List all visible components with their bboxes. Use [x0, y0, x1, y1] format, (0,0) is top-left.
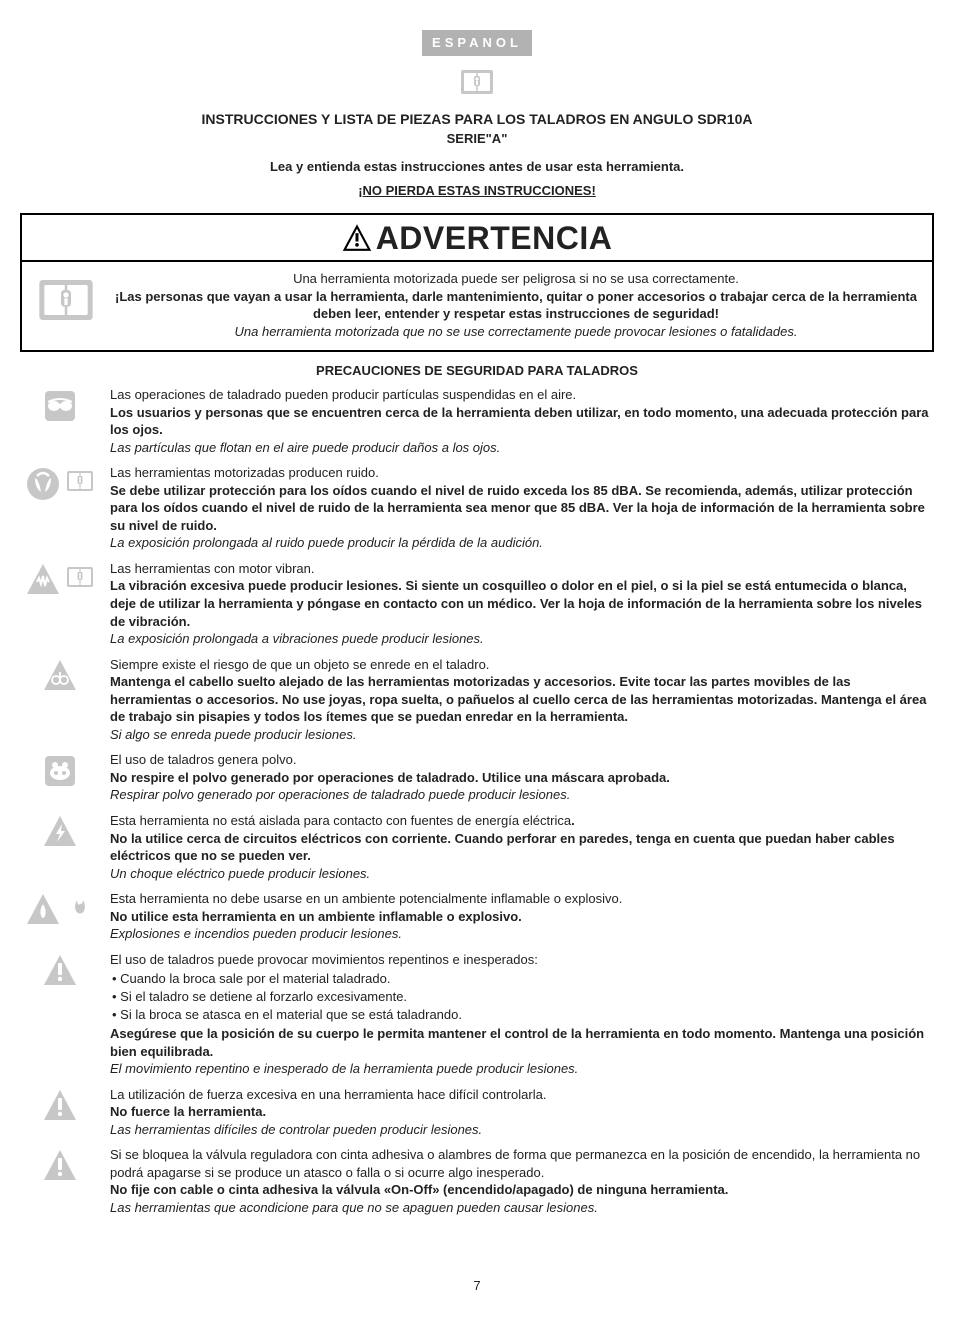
- hazard-row: El uso de taladros genera polvo.No respi…: [20, 751, 934, 804]
- hazard-bold: Mantenga el cabello suelto alejado de la…: [110, 673, 934, 726]
- hazard-italic: Las herramientas que acondicione para qu…: [110, 1199, 934, 1217]
- hazard-row: El uso de taladros puede provocar movimi…: [20, 951, 934, 1078]
- title-series: SERIE"A": [20, 130, 934, 148]
- hazard-italic: Un choque eléctrico puede producir lesio…: [110, 865, 934, 883]
- page-number: 7: [20, 1277, 934, 1295]
- hazard-bold: No fije con cable o cinta adhesiva la vá…: [110, 1181, 934, 1199]
- hazard-intro: Las operaciones de taladrado pueden prod…: [110, 386, 934, 404]
- hazard-italic: Explosiones e incendios pueden producir …: [110, 925, 934, 943]
- goggles-icon: [42, 388, 78, 424]
- hazard-row: Las operaciones de taladrado pueden prod…: [20, 386, 934, 456]
- hazard-bold: No la utilice cerca de circuitos eléctri…: [110, 830, 934, 865]
- hazard-intro: La utilización de fuerza excesiva en una…: [110, 1086, 934, 1104]
- title-keep: ¡NO PIERDA ESTAS INSTRUCCIONES!: [20, 182, 934, 200]
- hazard-italic: Las partículas que flotan en el aire pue…: [110, 439, 934, 457]
- hazard-icons: [20, 386, 100, 424]
- warning-line2: ¡Las personas que vayan a usar la herram…: [110, 288, 922, 323]
- hazard-row: Esta herramienta no está aislada para co…: [20, 812, 934, 882]
- hazard-text: La utilización de fuerza excesiva en una…: [110, 1086, 934, 1139]
- hazard-italic: La exposición prolongada al ruido puede …: [110, 534, 934, 552]
- hazard-row: Si se bloquea la válvula reguladora con …: [20, 1146, 934, 1216]
- hazard-row: La utilización de fuerza excesiva en una…: [20, 1086, 934, 1139]
- hazard-text: El uso de taladros puede provocar movimi…: [110, 951, 934, 1078]
- hazard-bold: No utilice esta herramienta en un ambien…: [110, 908, 934, 926]
- hazard-text: Esta herramienta no está aislada para co…: [110, 812, 934, 882]
- ear-manual-icon: [65, 466, 95, 496]
- warning-title-row: ADVERTENCIA: [22, 215, 932, 262]
- hazard-icons: [20, 890, 100, 928]
- fire-icon: [25, 892, 61, 928]
- hazard-bold: No fuerce la herramienta.: [110, 1103, 934, 1121]
- hazard-bold: La vibración excesiva puede producir les…: [110, 577, 934, 630]
- warning-box: ADVERTENCIA Una herramienta motorizada p…: [20, 213, 934, 352]
- hazard-italic: Las herramientas difíciles de controlar …: [110, 1121, 934, 1139]
- warning-label: ADVERTENCIA: [376, 217, 613, 260]
- hazard-text: El uso de taladros genera polvo.No respi…: [110, 751, 934, 804]
- exclaim-icon: [42, 1088, 78, 1124]
- mask-icon: [42, 753, 78, 789]
- hazard-italic: Si algo se enreda puede producir lesione…: [110, 726, 934, 744]
- hazard-icons: [20, 951, 100, 989]
- hazard-text: Si se bloquea la válvula reguladora con …: [110, 1146, 934, 1216]
- hazard-italic: El movimiento repentino e inesperado de …: [110, 1060, 934, 1078]
- hazard-intro: El uso de taladros genera polvo.: [110, 751, 934, 769]
- hazard-bullet: Cuando la broca sale por el material tal…: [112, 970, 934, 988]
- hazard-italic: La exposición prolongada a vibraciones p…: [110, 630, 934, 648]
- hazard-bold: Asegúrese que la posición de su cuerpo l…: [110, 1025, 934, 1060]
- entangle-icon: [42, 658, 78, 694]
- hazard-icons: [20, 656, 100, 694]
- hazard-italic: Respirar polvo generado por operaciones …: [110, 786, 934, 804]
- hazard-row: Las herramientas motorizadas producen ru…: [20, 464, 934, 552]
- title-read: Lea y entienda estas instrucciones antes…: [20, 158, 934, 176]
- warning-triangle-icon: [342, 224, 372, 254]
- electric-icon: [42, 814, 78, 850]
- hazard-bullet: Si la broca se atasca en el material que…: [112, 1006, 934, 1024]
- hazard-row: Las herramientas con motor vibran.La vib…: [20, 560, 934, 648]
- vibration-manual-icon: [65, 562, 95, 592]
- hazard-row: Esta herramienta no debe usarse en un am…: [20, 890, 934, 943]
- hazard-intro: El uso de taladros puede provocar movimi…: [110, 951, 934, 969]
- exclaim-icon: [42, 1148, 78, 1184]
- hazard-icons: [20, 1146, 100, 1184]
- hazard-text: Siempre existe el riesgo de que un objet…: [110, 656, 934, 744]
- vibration-manual-icon: [25, 562, 61, 598]
- hazard-icons: [20, 812, 100, 850]
- hazard-text: Las herramientas con motor vibran.La vib…: [110, 560, 934, 648]
- hazard-bullet: Si el taladro se detiene al forzarlo exc…: [112, 988, 934, 1006]
- warning-line1: Una herramienta motorizada puede ser pel…: [110, 270, 922, 288]
- hazard-bold: Se debe utilizar protección para los oíd…: [110, 482, 934, 535]
- hazard-text: Las herramientas motorizadas producen ru…: [110, 464, 934, 552]
- hazard-row: Siempre existe el riesgo de que un objet…: [20, 656, 934, 744]
- title-main: INSTRUCCIONES Y LISTA DE PIEZAS PARA LOS…: [20, 110, 934, 129]
- fire-icon: [65, 892, 95, 922]
- hazard-intro: Siempre existe el riesgo de que un objet…: [110, 656, 934, 674]
- hazard-bold: Los usuarios y personas que se encuentre…: [110, 404, 934, 439]
- hazard-icons: [20, 560, 100, 598]
- ear-manual-icon: [25, 466, 61, 502]
- manual-icon: [457, 64, 497, 100]
- hazard-bullets: Cuando la broca sale por el material tal…: [110, 970, 934, 1023]
- hazard-icons: [20, 464, 100, 502]
- hazard-intro: Las herramientas con motor vibran.: [110, 560, 934, 578]
- hazard-icons: [20, 751, 100, 789]
- hazard-bold: No respire el polvo generado por operaci…: [110, 769, 934, 787]
- exclaim-icon: [42, 953, 78, 989]
- language-badge: ESPANOL: [422, 30, 532, 56]
- warning-line3: Una herramienta motorizada que no se use…: [110, 323, 922, 341]
- manual-icon: [32, 270, 100, 330]
- hazard-intro: Esta herramienta no debe usarse en un am…: [110, 890, 934, 908]
- hazard-intro: Las herramientas motorizadas producen ru…: [110, 464, 934, 482]
- hazard-intro-suffix: .: [571, 813, 575, 828]
- hazard-intro: Esta herramienta no está aislada para co…: [110, 812, 934, 830]
- hazard-icons: [20, 1086, 100, 1124]
- hazard-intro: Si se bloquea la válvula reguladora con …: [110, 1146, 934, 1181]
- section-title: PRECAUCIONES DE SEGURIDAD PARA TALADROS: [20, 362, 934, 380]
- hazard-text: Esta herramienta no debe usarse en un am…: [110, 890, 934, 943]
- document-header: INSTRUCCIONES Y LISTA DE PIEZAS PARA LOS…: [20, 110, 934, 200]
- hazard-text: Las operaciones de taladrado pueden prod…: [110, 386, 934, 456]
